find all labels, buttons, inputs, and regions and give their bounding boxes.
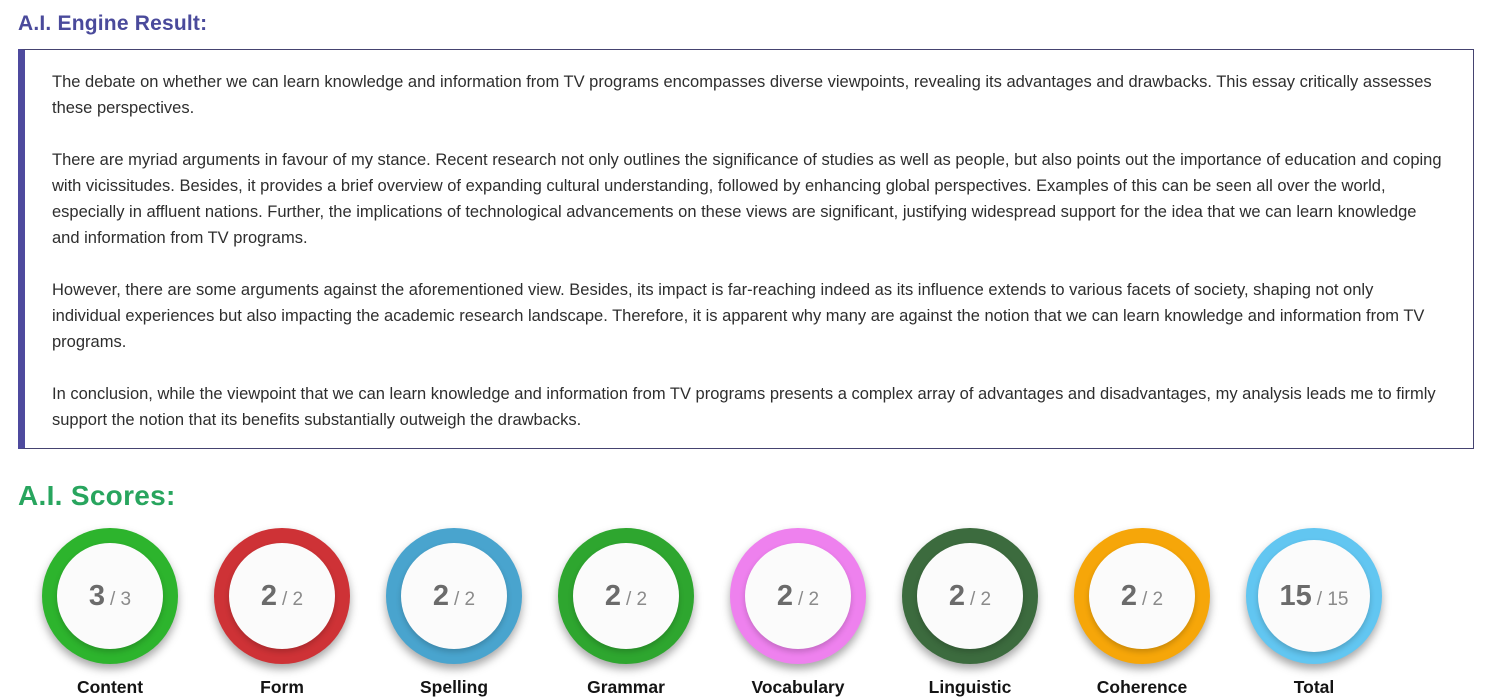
engine-result-title: A.I. Engine Result: (18, 12, 208, 35)
essay-paragraph: In conclusion, while the viewpoint that … (52, 385, 1436, 429)
score-ring: 2/ 2 (1074, 528, 1210, 664)
score-ring: 2/ 2 (558, 528, 694, 664)
score-max: / 3 (110, 588, 132, 610)
score-number: 2 (948, 579, 965, 612)
score-number: 2 (432, 579, 449, 612)
score-label: Vocabulary (751, 677, 845, 697)
essay-paragraph: There are myriad arguments in favour of … (52, 151, 1442, 247)
score-inner-circle: 2/ 2 (1089, 543, 1195, 649)
scores-row: 3/ 3 Content 2/ 2 Form 2/ 2 Spelling (18, 528, 1474, 698)
score-inner-circle: 15/ 15 (1258, 540, 1370, 652)
score-badge-coherence: 2/ 2 Coherence (1056, 528, 1228, 698)
score-label: Form (260, 677, 304, 697)
score-number: 2 (604, 579, 621, 612)
score-inner-circle: 2/ 2 (917, 543, 1023, 649)
score-value: 2/ 2 (605, 580, 647, 613)
score-value: 2/ 2 (433, 580, 475, 613)
score-inner-circle: 2/ 2 (745, 543, 851, 649)
score-max: / 2 (798, 588, 820, 610)
essay-paragraph: The debate on whether we can learn knowl… (52, 73, 1432, 117)
essay-result-box: The debate on whether we can learn knowl… (18, 49, 1474, 449)
score-value: 2/ 2 (777, 580, 819, 613)
score-ring: 2/ 2 (386, 528, 522, 664)
score-badge-grammar: 2/ 2 Grammar (540, 528, 712, 698)
score-value: 3/ 3 (89, 580, 131, 613)
score-value: 2/ 2 (261, 580, 303, 613)
score-badge-linguistic: 2/ 2 Linguistic (884, 528, 1056, 698)
score-max: / 2 (454, 588, 476, 610)
score-number: 2 (776, 579, 793, 612)
score-max: / 2 (282, 588, 304, 610)
score-label: Spelling (419, 677, 489, 697)
score-inner-circle: 2/ 2 (229, 543, 335, 649)
score-ring: 15/ 15 (1246, 528, 1382, 664)
essay-paragraph: However, there are some arguments agains… (52, 281, 1425, 351)
score-label: Content (76, 677, 144, 697)
score-value: 2/ 2 (1121, 580, 1163, 613)
score-number: 3 (88, 579, 105, 612)
scores-title: A.I. Scores: (18, 480, 176, 511)
score-max: / 2 (1142, 588, 1164, 610)
score-value: 15/ 15 (1280, 580, 1349, 613)
score-number: 2 (260, 579, 277, 612)
score-ring: 2/ 2 (902, 528, 1038, 664)
score-inner-circle: 3/ 3 (57, 543, 163, 649)
score-max: / 2 (970, 588, 992, 610)
score-number: 15 (1279, 579, 1312, 612)
score-inner-circle: 2/ 2 (573, 543, 679, 649)
score-max: / 15 (1316, 588, 1349, 610)
score-ring: 2/ 2 (730, 528, 866, 664)
score-label: Total (1293, 677, 1335, 697)
score-badge-content: 3/ 3 Content (24, 528, 196, 698)
score-ring: 2/ 2 (214, 528, 350, 664)
score-badge-total: 15/ 15 Total (1228, 528, 1400, 698)
score-ring: 3/ 3 (42, 528, 178, 664)
score-badge-form: 2/ 2 Form (196, 528, 368, 698)
score-inner-circle: 2/ 2 (401, 543, 507, 649)
score-badge-vocabulary: 2/ 2 Vocabulary (712, 528, 884, 698)
score-max: / 2 (626, 588, 648, 610)
score-number: 2 (1120, 579, 1137, 612)
score-value: 2/ 2 (949, 580, 991, 613)
score-label: Grammar (587, 677, 665, 697)
score-label: Linguistic (928, 677, 1012, 697)
score-label: Coherence (1096, 677, 1188, 697)
score-badge-spelling: 2/ 2 Spelling (368, 528, 540, 698)
